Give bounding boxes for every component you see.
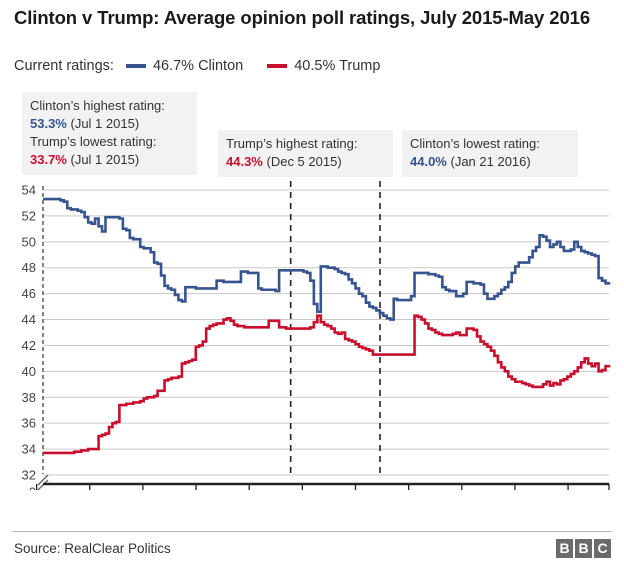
- annotation-label: Trump’s lowest rating:: [30, 134, 157, 149]
- annotation-detail: (Dec 5 2015): [266, 154, 342, 169]
- y-tick-label: 50: [22, 234, 36, 249]
- y-tick-label: 44: [22, 312, 36, 327]
- y-tick-label: 36: [22, 416, 36, 431]
- y-tick-label: 32: [22, 468, 36, 483]
- legend-swatch-clinton-icon: [125, 64, 146, 68]
- line-chart: 32 34 36 38 40 42 44 46 48 50 52 54 0 Jul2015AugSepO…: [22, 180, 611, 491]
- annotation-line: Trump’s highest rating: 44.3% (Dec 5 201…: [226, 135, 385, 171]
- y-tick-label: 54: [22, 183, 36, 198]
- annotation-detail: (Jul 1 2015): [70, 152, 140, 167]
- annotation-value: 44.0%: [410, 154, 447, 169]
- y-axis-ticks: 32 34 36 38 40 42 44 46 48 50 52 54 0: [22, 183, 49, 491]
- legend-text-trump: 40.5% Trump: [294, 58, 381, 74]
- y-tick-label: 52: [22, 208, 36, 223]
- page-title: Clinton v Trump: Average opinion poll ra…: [14, 7, 591, 28]
- legend-text-clinton: 46.7% Clinton: [152, 58, 244, 74]
- annotation-line: Clinton’s lowest rating: 44.0% (Jan 21 2…: [410, 135, 570, 171]
- y-tick-label: 38: [22, 390, 36, 405]
- bbc-logo-c: C: [594, 539, 611, 558]
- y-tick-label: 42: [22, 338, 36, 353]
- data-series: [43, 197, 611, 455]
- annotation-trump-high: Trump’s highest rating: 44.3% (Dec 5 201…: [218, 130, 393, 177]
- annotation-line: Trump’s lowest rating: 33.7% (Jul 1 2015…: [30, 133, 189, 169]
- chart-legend: Current ratings: 46.7% Clinton 40.5% Tru…: [14, 58, 404, 74]
- bbc-logo-b1: B: [556, 539, 573, 558]
- annotation-label: Clinton’s lowest rating:: [410, 136, 540, 151]
- annotation-value: 44.3%: [226, 154, 263, 169]
- y-tick-label: 34: [22, 442, 36, 457]
- annotation-value: 33.7%: [30, 152, 67, 167]
- y-tick-label-zero: 0: [29, 485, 36, 491]
- legend-item-clinton: 46.7% Clinton: [125, 58, 244, 74]
- annotation-value: 53.3%: [30, 116, 67, 131]
- legend-swatch-trump-icon: [267, 64, 288, 68]
- y-tick-label: 46: [22, 286, 36, 301]
- x-axis: Jul2015AugSepOctNovDecJan2016FebMarAprMa…: [35, 482, 610, 490]
- annotation-clinton-low: Clinton’s lowest rating: 44.0% (Jan 21 2…: [402, 130, 578, 177]
- annotation-label: Clinton’s highest rating:: [30, 98, 165, 113]
- bbc-logo: B B C: [556, 539, 611, 558]
- legend-label: Current ratings:: [14, 58, 114, 74]
- axis-break-icon: [37, 474, 49, 486]
- annotation-line: Clinton’s highest rating: 53.3% (Jul 1 2…: [30, 97, 189, 133]
- y-tick-label: 40: [22, 364, 36, 379]
- footer-divider: [12, 531, 612, 532]
- gridlines: [43, 189, 609, 476]
- source-text: Source: RealClear Politics: [14, 541, 171, 556]
- annotation-detail: (Jan 21 2016): [450, 154, 531, 169]
- bbc-logo-b2: B: [575, 539, 592, 558]
- legend-item-trump: 40.5% Trump: [267, 58, 380, 74]
- series-line-trump: [43, 314, 611, 455]
- annotation-label: Trump’s highest rating:: [226, 136, 358, 151]
- annotation-detail: (Jul 1 2015): [70, 116, 140, 131]
- annotation-clinton-high-trump-low: Clinton’s highest rating: 53.3% (Jul 1 2…: [22, 92, 197, 175]
- series-line-clinton: [43, 197, 611, 321]
- plot-area: 32 34 36 38 40 42 44 46 48 50 52 54 0 Jul2015AugSepO…: [0, 180, 624, 490]
- y-tick-label: 48: [22, 260, 36, 275]
